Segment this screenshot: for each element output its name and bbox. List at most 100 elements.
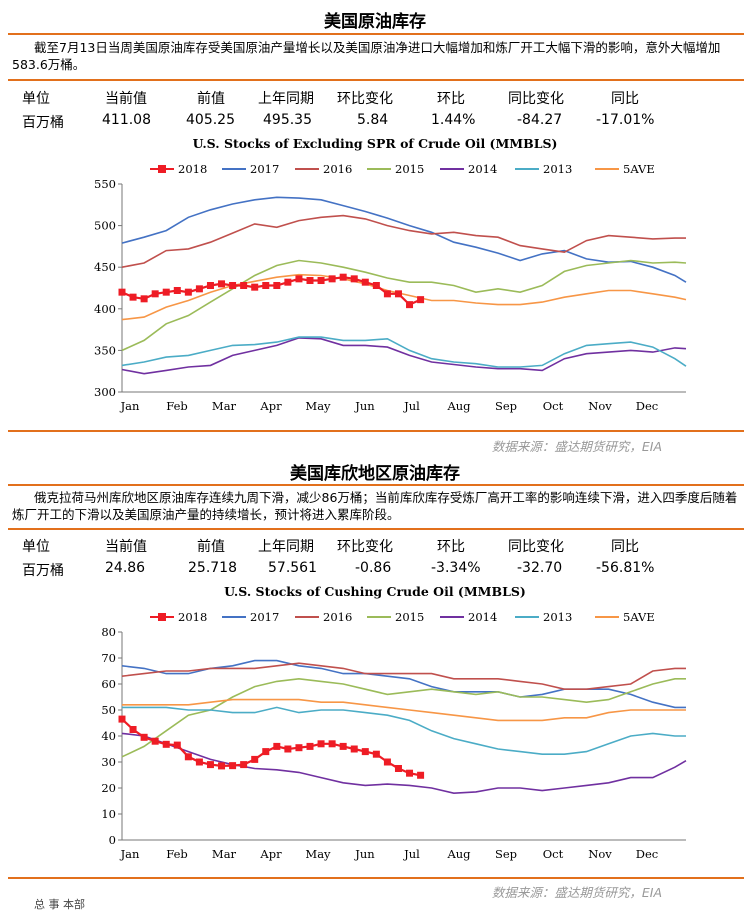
x-tick-label: Apr [259, 847, 282, 861]
legend-label: 2015 [395, 610, 424, 624]
series-point-2018 [218, 280, 226, 288]
series-point-2018 [262, 748, 270, 756]
series-point-2018 [350, 745, 358, 753]
legend-item-5AVE: 5AVE [595, 610, 655, 624]
section2-source: 数据来源：盛达期货研究，EIA [491, 885, 662, 900]
val-wow: -3.34% [431, 560, 481, 576]
val-current: 24.86 [105, 560, 146, 576]
series-point-2018 [394, 765, 402, 772]
series-point-2018 [118, 288, 126, 296]
legend-label: 5AVE [623, 610, 655, 624]
legend-item-5AVE: 5AVE [595, 162, 655, 176]
x-tick-label: Jan [120, 399, 140, 413]
series-point-2018 [206, 761, 214, 769]
val-unit: 百万桶 [22, 563, 64, 579]
series-point-2018 [417, 771, 425, 779]
legend-label: 2014 [468, 610, 497, 624]
y-tick-label: 70 [101, 651, 116, 665]
hdr-previous: 前值 [197, 539, 225, 555]
series-point-2018 [394, 290, 402, 298]
x-tick-label: May [305, 847, 331, 861]
series-point-2018 [229, 282, 237, 290]
series-point-2018 [350, 275, 358, 283]
series-point-2018 [173, 286, 181, 294]
series-point-2018 [273, 742, 281, 750]
series-line-2018 [121, 718, 421, 777]
legend-item-2017: 2017 [222, 610, 279, 624]
series-line-2013 [121, 336, 687, 368]
val-wow-change: 5.84 [357, 112, 389, 128]
section1-source: 数据来源：盛达期货研究，EIA [491, 439, 662, 454]
legend-item-2015: 2015 [367, 162, 424, 176]
crude-stocks-chart: U.S. Stocks of Excluding SPR of Crude Oi… [94, 136, 687, 413]
x-tick-label: Oct [543, 399, 564, 413]
hdr-last-year: 上年同期 [258, 91, 314, 107]
x-tick-label: Aug [446, 399, 471, 413]
x-tick-label: Nov [588, 399, 612, 413]
hdr-wow-change: 环比变化 [337, 91, 393, 107]
x-tick-label: Jan [120, 847, 140, 861]
series-point-2018 [218, 762, 226, 770]
series-point-2018 [140, 733, 148, 741]
val-yoy: -17.01% [596, 112, 655, 128]
series-point-2018 [306, 742, 314, 750]
legend-item-2017: 2017 [222, 162, 279, 176]
series-point-2018 [240, 761, 248, 769]
y-tick-label: 350 [94, 343, 116, 357]
hdr-wow-change: 环比变化 [337, 539, 393, 555]
hdr-current: 当前值 [105, 91, 147, 107]
legend-marker [158, 613, 166, 621]
legend-label: 2013 [543, 610, 572, 624]
x-tick-label: Feb [166, 399, 188, 413]
x-tick-label: Jul [403, 847, 420, 861]
section1-mid-rule [8, 79, 744, 81]
hdr-yoy-change: 同比变化 [508, 91, 564, 107]
series-point-2018 [339, 742, 347, 750]
series-line-2014 [121, 337, 687, 375]
series-point-2018 [262, 282, 270, 290]
legend-label: 2016 [323, 162, 352, 176]
legend-item-2018: 2018 [150, 610, 207, 624]
series-point-2018 [184, 753, 192, 761]
val-yoy: -56.81% [596, 560, 655, 576]
series-point-2018 [206, 282, 214, 290]
val-yoy-change: -84.27 [517, 112, 563, 128]
y-tick-label: 500 [94, 219, 116, 233]
legend-item-2016: 2016 [295, 610, 352, 624]
x-tick-label: Oct [543, 847, 564, 861]
series-point-2018 [372, 750, 380, 758]
series-point-2018 [295, 275, 303, 283]
hdr-yoy-change: 同比变化 [508, 539, 564, 555]
series-point-2018 [129, 293, 137, 301]
series-point-2018 [417, 296, 425, 304]
x-tick-label: Jun [354, 847, 375, 861]
series-point-2018 [284, 745, 292, 753]
legend-item-2015: 2015 [367, 610, 424, 624]
val-last-year: 57.561 [268, 560, 317, 576]
x-tick-label: Apr [259, 399, 282, 413]
series-point-2018 [140, 295, 148, 303]
x-tick-label: Dec [636, 399, 658, 413]
page-footer: 总 事 本部 [34, 898, 85, 911]
series-point-2018 [273, 282, 281, 290]
series-point-2018 [151, 290, 159, 298]
series-line-2018 [121, 276, 422, 306]
x-tick-label: Jul [403, 399, 420, 413]
series-point-2018 [317, 277, 325, 285]
series-point-2018 [328, 275, 336, 283]
section2-bottom-rule [8, 877, 744, 879]
legend-item-2013: 2013 [515, 162, 572, 176]
series-point-2018 [406, 769, 414, 777]
val-wow-change: -0.86 [355, 560, 392, 576]
series-point-2018 [162, 740, 170, 748]
y-tick-label: 10 [101, 807, 116, 821]
series-point-2018 [317, 740, 325, 748]
hdr-unit: 单位 [22, 91, 50, 107]
series-point-2018 [240, 282, 248, 290]
series-point-2018 [361, 748, 369, 756]
hdr-wow: 环比 [437, 91, 465, 107]
series-point-2018 [195, 285, 203, 293]
hdr-yoy: 同比 [611, 539, 639, 555]
x-tick-label: Sep [495, 847, 517, 861]
series-line-2014 [121, 732, 687, 795]
